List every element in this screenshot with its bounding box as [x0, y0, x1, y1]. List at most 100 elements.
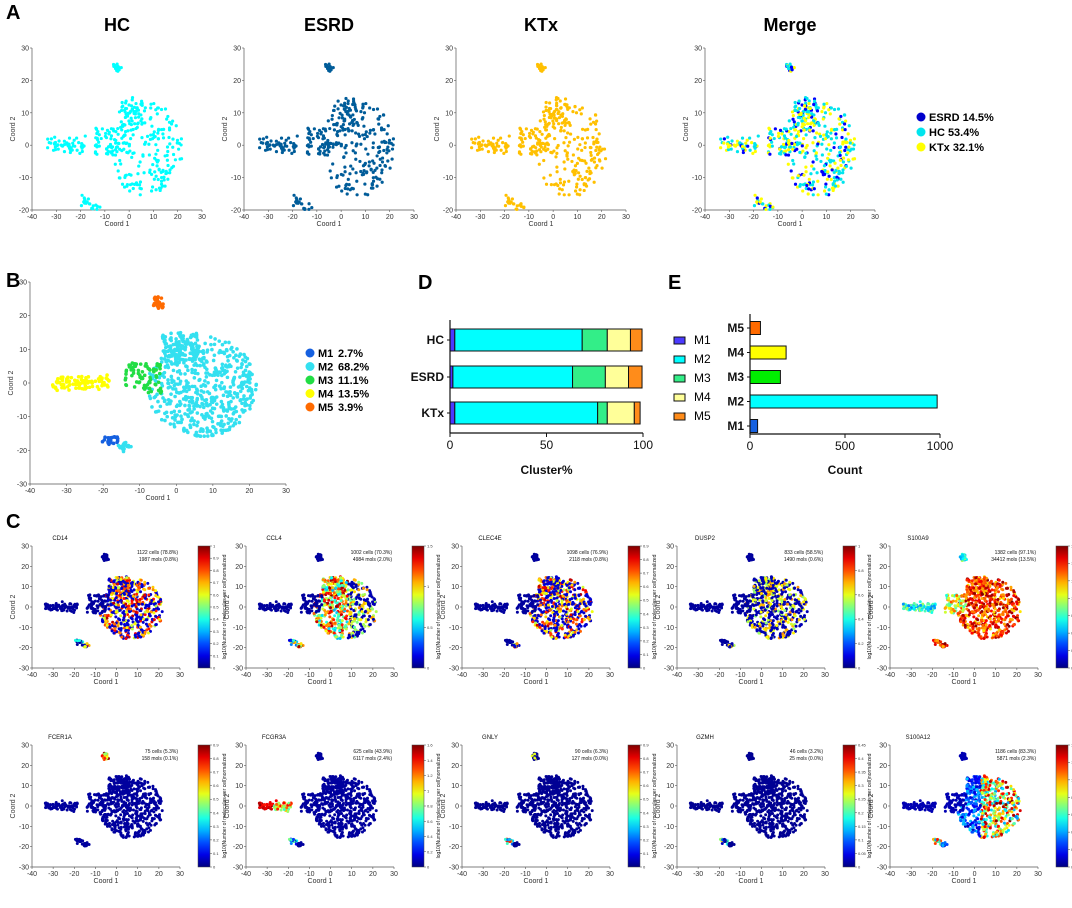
- data-point: [584, 623, 588, 627]
- gene-title-CLEC4E: CLEC4E: [478, 536, 501, 542]
- data-point: [549, 621, 553, 625]
- data-point: [143, 142, 147, 146]
- data-point: [122, 616, 126, 620]
- data-point: [218, 348, 222, 353]
- data-point: [116, 600, 120, 604]
- data-point: [195, 338, 200, 342]
- data-point: [132, 109, 136, 114]
- data-point: [600, 166, 604, 170]
- data-point: [542, 158, 546, 163]
- data-point: [846, 151, 850, 155]
- data-point: [152, 130, 156, 134]
- data-point: [589, 597, 593, 601]
- data-point: [131, 609, 135, 613]
- data-point: [844, 145, 848, 149]
- data-point: [85, 642, 89, 646]
- data-point: [328, 610, 332, 614]
- panel-label-c: C: [6, 511, 20, 533]
- data-point: [54, 601, 58, 605]
- data-point: [140, 122, 144, 126]
- data-point: [559, 128, 563, 132]
- data-point: [154, 368, 158, 372]
- data-point: [142, 373, 147, 378]
- data-point: [120, 100, 124, 105]
- data-point: [560, 617, 564, 621]
- data-point: [323, 153, 327, 157]
- data-point: [564, 610, 568, 614]
- data-point: [184, 358, 188, 362]
- data-point: [362, 111, 367, 115]
- data-point: [355, 142, 359, 146]
- data-point: [184, 397, 188, 402]
- data-point: [139, 578, 143, 582]
- bar-e-M5: [749, 321, 761, 335]
- data-point: [192, 384, 197, 389]
- data-point: [113, 627, 117, 631]
- data-point: [758, 200, 762, 204]
- data-point: [265, 145, 269, 149]
- data-point: [231, 396, 236, 400]
- data-point: [748, 148, 752, 152]
- data-point: [512, 202, 516, 206]
- data-point: [829, 131, 833, 135]
- data-point: [153, 170, 157, 174]
- panel-a-4-y-tick-label: -20: [692, 208, 702, 215]
- data-point: [849, 166, 853, 170]
- panel-c-CCL4-x-tick-label: -10: [304, 672, 314, 679]
- data-point: [791, 158, 795, 163]
- panel-label-e: E: [668, 272, 681, 294]
- data-point: [362, 586, 366, 590]
- data-point: [102, 594, 106, 598]
- data-point: [815, 157, 819, 161]
- data-point: [332, 108, 336, 113]
- data-point: [577, 593, 581, 597]
- data-point: [310, 604, 314, 608]
- data-point: [822, 102, 826, 106]
- panel-b-x-tick-label: 10: [209, 488, 217, 495]
- gene-stat-mols-CCL4: 4984 mols (2.0%): [353, 557, 393, 563]
- panel-a-3-x-tick-label: -40: [451, 214, 461, 221]
- data-point: [370, 182, 374, 186]
- data-point: [167, 135, 171, 140]
- panel-c-CCL4-y-axis-label: Coord 2: [224, 594, 231, 619]
- panel-a-3-x-tick-label: 0: [551, 214, 555, 221]
- panel-a-1-y-tick-label: 30: [21, 46, 29, 53]
- data-point: [177, 147, 181, 151]
- data-point: [300, 606, 304, 610]
- data-point: [106, 594, 110, 598]
- data-point: [75, 136, 79, 140]
- data-point: [806, 116, 811, 120]
- panel-c-CLEC4E-x-axis-label: Coord 1: [524, 679, 549, 686]
- panel-c-CCL4-x-tick-label: -20: [283, 672, 293, 679]
- data-point: [173, 158, 178, 162]
- data-point: [357, 134, 362, 138]
- data-point: [202, 356, 206, 361]
- data-point: [333, 578, 337, 582]
- data-point: [215, 372, 220, 377]
- data-point: [150, 124, 154, 128]
- panel-c-CCL4-y-tick-label: 30: [235, 544, 243, 551]
- data-point: [504, 142, 508, 146]
- data-point: [258, 607, 262, 611]
- data-point: [326, 138, 330, 143]
- data-point: [847, 124, 851, 128]
- data-point: [361, 164, 366, 168]
- data-point: [768, 136, 772, 140]
- data-point: [375, 166, 379, 170]
- data-point: [368, 614, 372, 618]
- legend-pct-b-3: 13.5%: [338, 389, 369, 401]
- data-point: [116, 624, 120, 628]
- data-point: [151, 588, 155, 592]
- data-point: [322, 625, 326, 629]
- data-point: [148, 396, 153, 401]
- data-point: [755, 196, 759, 200]
- data-point: [75, 642, 79, 646]
- data-point: [362, 124, 366, 128]
- data-point: [569, 132, 573, 136]
- panel-c-CLEC4E-y-tick-label: 20: [451, 564, 459, 571]
- data-point: [812, 123, 816, 128]
- data-point: [168, 168, 172, 172]
- data-point: [316, 131, 320, 136]
- data-point: [74, 386, 78, 390]
- data-point: [567, 121, 571, 125]
